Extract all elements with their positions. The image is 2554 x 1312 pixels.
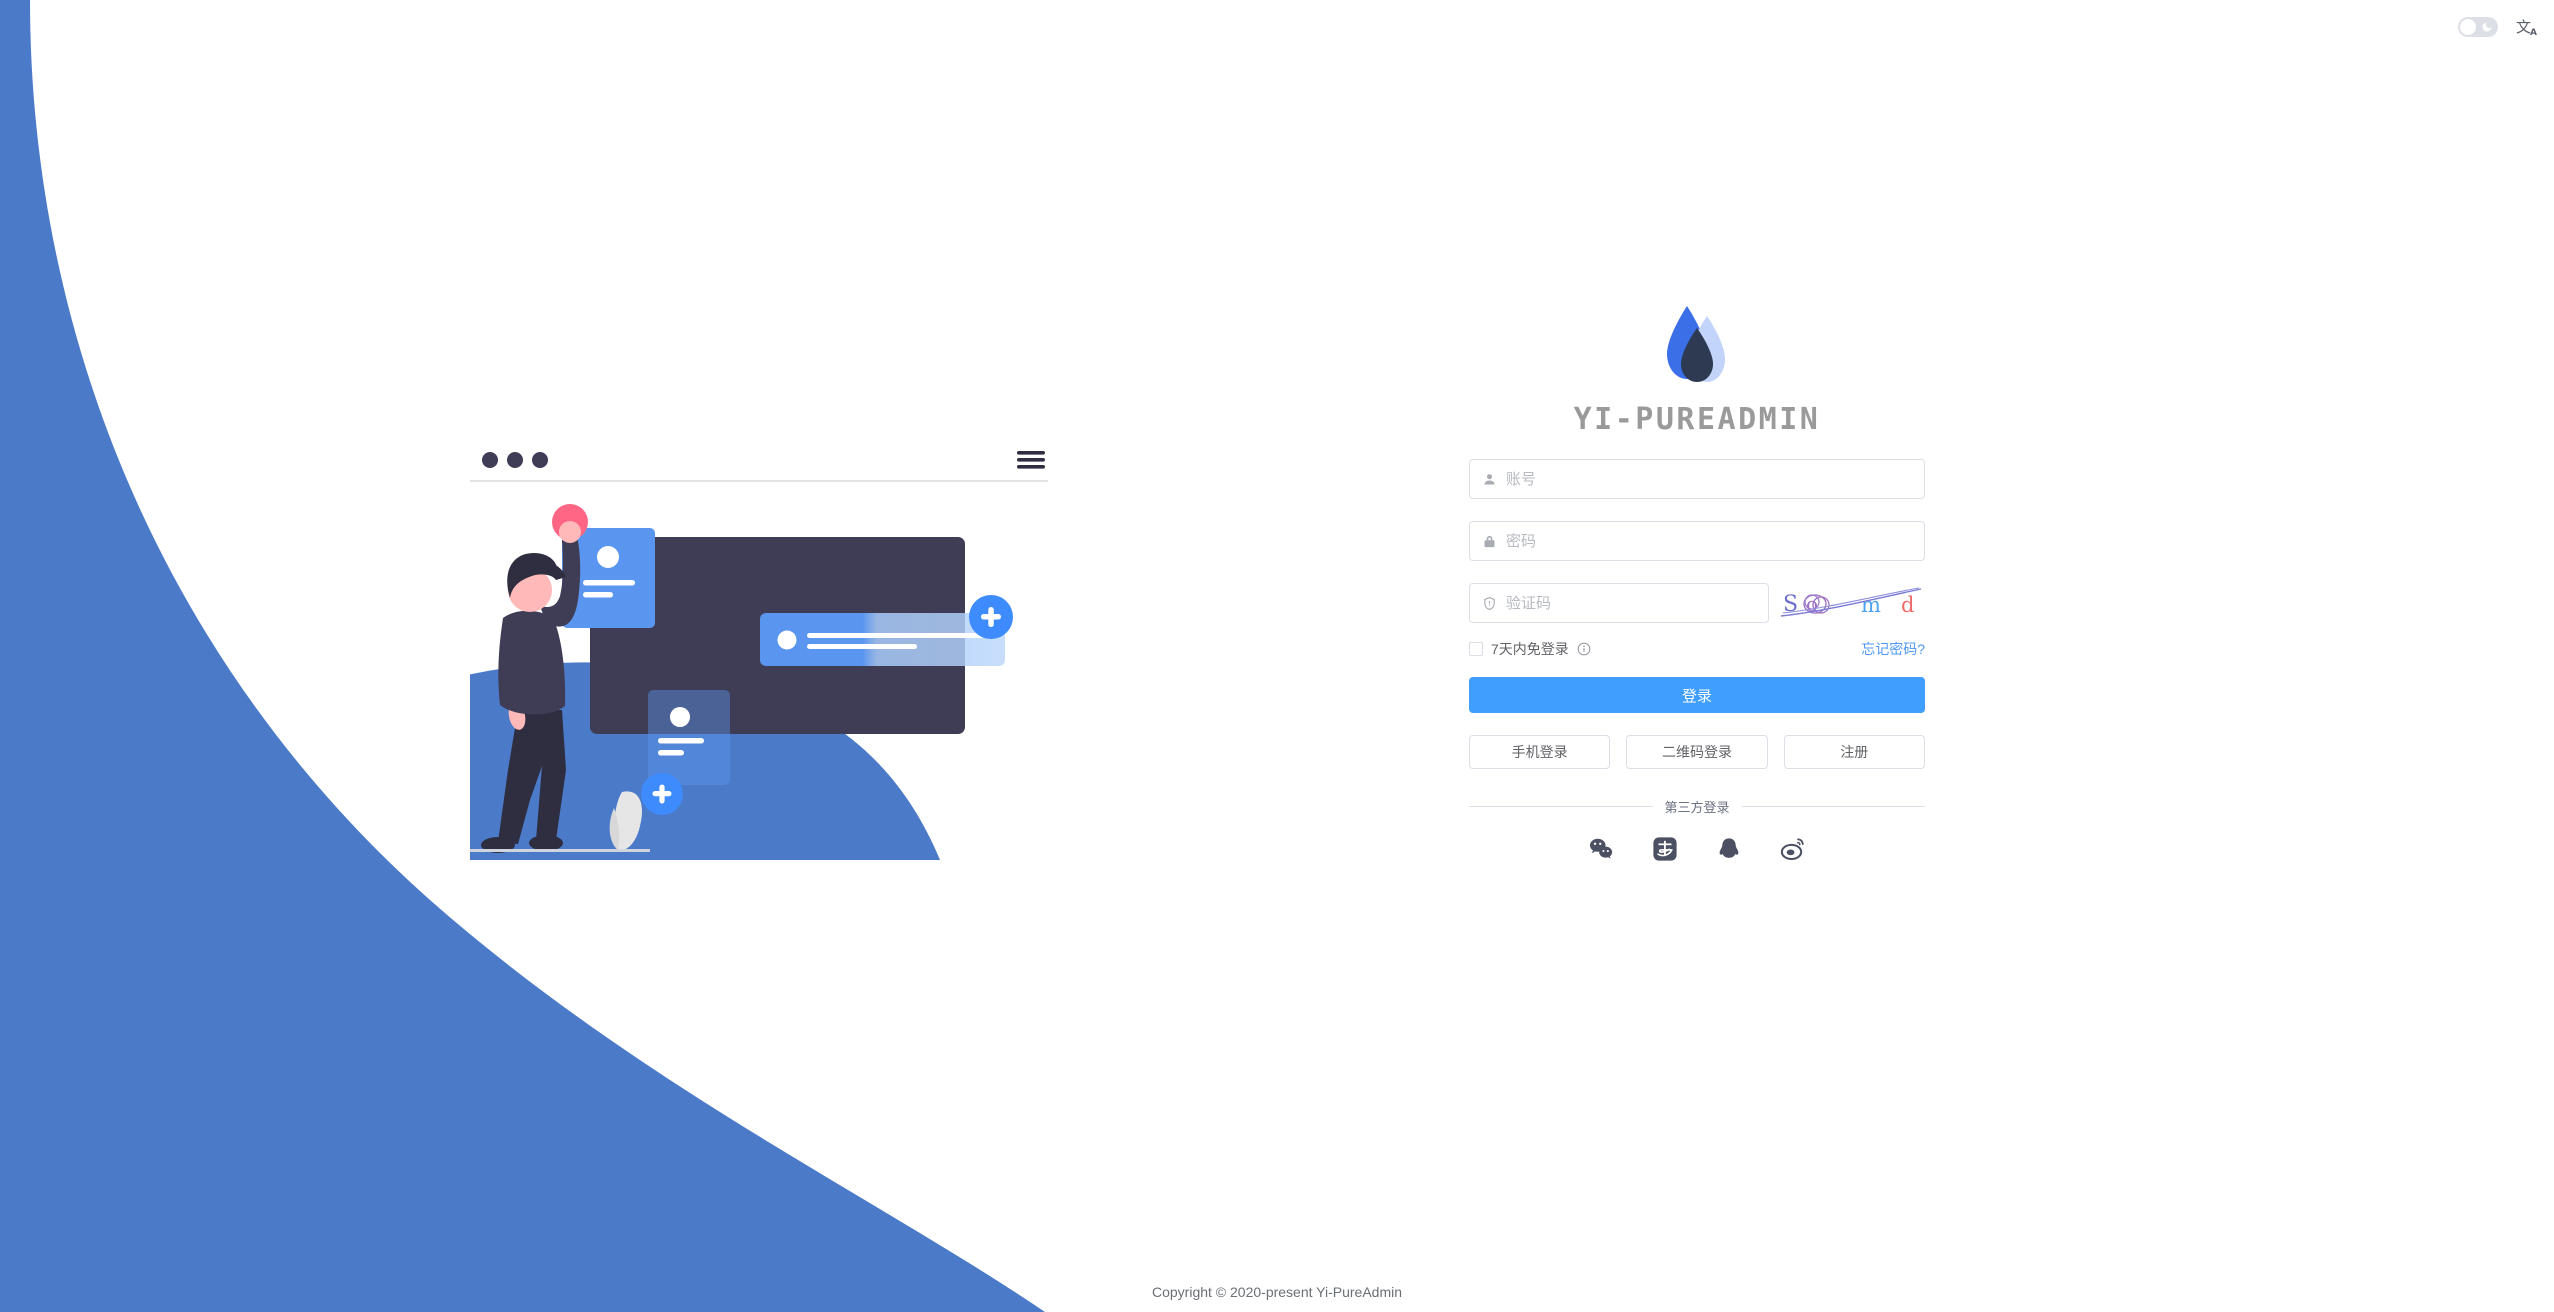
login-panel: YI-PUREADMIN 账号 bbox=[1469, 300, 1926, 862]
toggle-knob bbox=[2460, 19, 2476, 35]
phone-login-button[interactable]: 手机登录 bbox=[1469, 735, 1611, 769]
login-illustration bbox=[470, 451, 1048, 860]
remember-me-toggle[interactable]: 7天内免登录 bbox=[1469, 639, 1591, 659]
illustration-card-right bbox=[760, 613, 1005, 666]
water-drop-logo-icon bbox=[1667, 306, 1725, 382]
info-circle-icon[interactable] bbox=[1577, 642, 1591, 656]
captcha-char-0: S bbox=[1783, 592, 1798, 617]
wechat-icon[interactable] bbox=[1588, 836, 1614, 862]
qq-icon[interactable] bbox=[1716, 836, 1742, 862]
captcha-char-1: o bbox=[1806, 592, 1818, 616]
alt-login-buttons: 手机登录 二维码登录 注册 bbox=[1469, 735, 1925, 769]
weibo-icon[interactable] bbox=[1780, 836, 1806, 862]
remember-me-label: 7天内免登录 bbox=[1491, 641, 1569, 657]
username-input[interactable]: 账号 bbox=[1469, 459, 1925, 499]
illustration-browser-bar bbox=[470, 451, 1048, 482]
lock-icon bbox=[1482, 534, 1497, 549]
password-placeholder: 密码 bbox=[1506, 532, 1537, 550]
password-input[interactable]: 密码 bbox=[1469, 521, 1925, 561]
captcha-field: 验证码 S o m d bbox=[1469, 583, 1925, 623]
login-submit-button[interactable]: 登录 bbox=[1469, 677, 1925, 713]
illustration-card-center bbox=[648, 690, 730, 785]
top-controls: 文 A bbox=[2458, 14, 2540, 40]
user-icon bbox=[1482, 472, 1497, 487]
captcha-placeholder: 验证码 bbox=[1506, 594, 1552, 612]
alipay-icon[interactable] bbox=[1652, 836, 1678, 862]
remember-me-checkbox[interactable] bbox=[1469, 642, 1483, 656]
language-switch[interactable]: 文 A bbox=[2514, 14, 2540, 40]
divider-line-left bbox=[1469, 806, 1653, 807]
brand-header: YI-PUREADMIN bbox=[1469, 300, 1925, 437]
divider-line-right bbox=[1741, 806, 1926, 807]
captcha-input[interactable]: 验证码 bbox=[1469, 583, 1769, 623]
third-party-divider: 第三方登录 bbox=[1469, 797, 1926, 816]
forgot-password-link[interactable]: 忘记密码? bbox=[1861, 641, 1925, 657]
username-placeholder: 账号 bbox=[1506, 470, 1537, 488]
page-title: YI-PUREADMIN bbox=[1573, 402, 1821, 437]
svg-text:A: A bbox=[2530, 28, 2537, 38]
password-field: 密码 bbox=[1469, 521, 1925, 561]
moon-icon bbox=[2482, 22, 2492, 32]
third-party-label: 第三方登录 bbox=[1664, 800, 1730, 815]
illustration-plus-button-right bbox=[969, 595, 1013, 639]
third-party-login-row bbox=[1469, 836, 1925, 862]
illustration-plus-button-center bbox=[641, 773, 683, 815]
qrcode-login-button[interactable]: 二维码登录 bbox=[1626, 735, 1768, 769]
shield-icon bbox=[1482, 596, 1497, 611]
username-field: 账号 bbox=[1469, 459, 1925, 499]
dark-mode-toggle[interactable] bbox=[2458, 17, 2498, 37]
svg-text:文: 文 bbox=[2516, 18, 2531, 36]
login-options-row: 7天内免登录 忘记密码? bbox=[1469, 639, 1925, 659]
captcha-image[interactable]: S o m d bbox=[1779, 583, 1923, 623]
register-button[interactable]: 注册 bbox=[1783, 735, 1925, 769]
translate-icon: 文 A bbox=[2516, 18, 2537, 38]
captcha-char-3: d bbox=[1901, 593, 1914, 617]
footer-copyright: Copyright © 2020-present Yi-PureAdmin bbox=[1152, 1284, 1402, 1300]
